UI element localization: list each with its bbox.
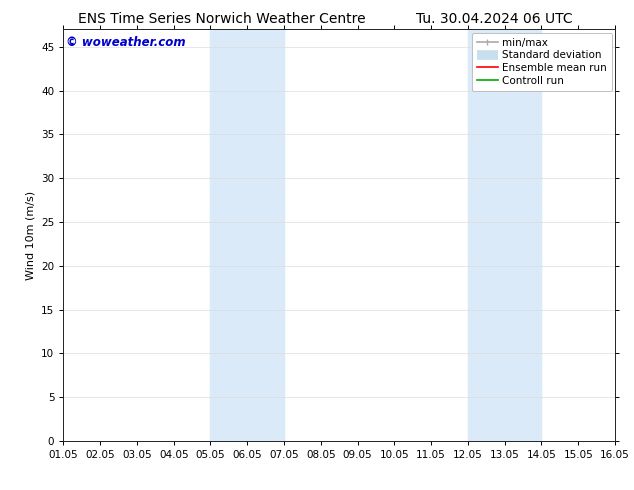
Text: Tu. 30.04.2024 06 UTC: Tu. 30.04.2024 06 UTC	[416, 12, 573, 26]
Bar	[468, 29, 541, 441]
Text: © woweather.com: © woweather.com	[66, 36, 186, 49]
Y-axis label: Wind 10m (m/s): Wind 10m (m/s)	[25, 191, 36, 280]
Text: ENS Time Series Norwich Weather Centre: ENS Time Series Norwich Weather Centre	[78, 12, 366, 26]
Legend: min/max, Standard deviation, Ensemble mean run, Controll run: min/max, Standard deviation, Ensemble me…	[472, 32, 612, 91]
Bar	[210, 29, 284, 441]
